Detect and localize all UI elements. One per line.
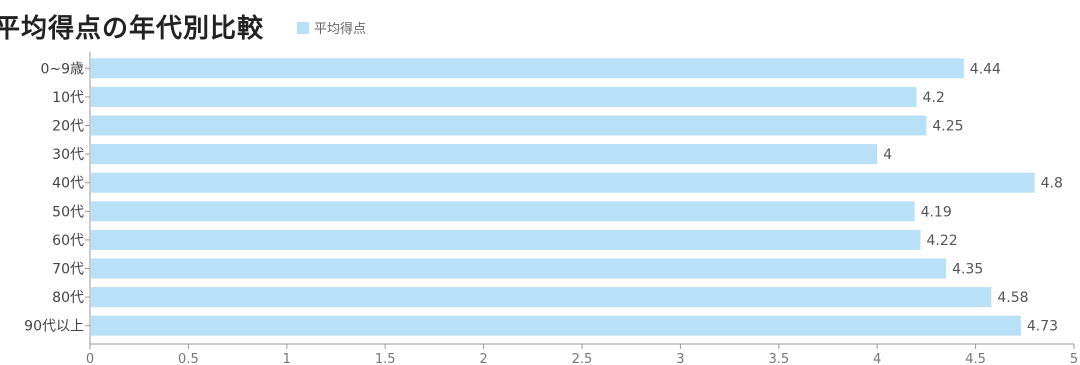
x-tick-label: 4 bbox=[873, 352, 881, 365]
legend-label: 平均得点 bbox=[314, 22, 367, 37]
value-label: 4.35 bbox=[952, 262, 983, 278]
bar bbox=[91, 287, 992, 308]
x-tick-label: 0.5 bbox=[178, 352, 199, 365]
category-label: 10代 bbox=[52, 90, 84, 106]
x-tick-label: 2.5 bbox=[572, 352, 593, 365]
value-label: 4.22 bbox=[926, 233, 957, 249]
bar bbox=[91, 315, 1021, 336]
x-tick-label: 1.5 bbox=[375, 352, 396, 365]
value-label: 4.44 bbox=[970, 61, 1001, 77]
x-tick-label: 2 bbox=[479, 352, 487, 365]
value-label: 4.58 bbox=[997, 290, 1028, 306]
x-tick-label: 3 bbox=[676, 352, 684, 365]
bar bbox=[91, 172, 1035, 193]
category-label: 30代 bbox=[52, 147, 84, 163]
bar bbox=[91, 258, 947, 279]
x-tick-label: 1 bbox=[283, 352, 291, 365]
x-tick-label: 4.5 bbox=[965, 352, 986, 365]
bar bbox=[91, 229, 921, 250]
value-label: 4 bbox=[883, 147, 892, 163]
bar bbox=[91, 115, 927, 136]
bar bbox=[91, 58, 964, 79]
category-label: 50代 bbox=[52, 204, 84, 220]
bar bbox=[91, 86, 917, 107]
category-label: 20代 bbox=[52, 119, 84, 135]
bar bbox=[91, 201, 915, 222]
value-label: 4.19 bbox=[921, 204, 952, 220]
category-label: 40代 bbox=[52, 176, 84, 192]
category-label: 90代以上 bbox=[24, 319, 84, 335]
legend-swatch bbox=[297, 21, 309, 34]
category-label: 70代 bbox=[52, 262, 84, 278]
legend: 平均得点 bbox=[297, 18, 366, 37]
value-label: 4.25 bbox=[932, 119, 963, 135]
x-tick-label: 0 bbox=[86, 352, 94, 365]
category-label: 0~9歳 bbox=[40, 61, 84, 77]
value-label: 4.2 bbox=[923, 90, 945, 106]
value-label: 4.8 bbox=[1041, 176, 1063, 192]
chart-title: 平均得点の年代別比較 bbox=[0, 14, 265, 44]
value-label: 4.73 bbox=[1027, 319, 1058, 335]
bar bbox=[91, 144, 878, 165]
x-tick-label: 5 bbox=[1070, 352, 1078, 365]
x-tick-label: 3.5 bbox=[768, 352, 789, 365]
category-label: 80代 bbox=[52, 290, 84, 306]
category-label: 60代 bbox=[52, 233, 84, 249]
